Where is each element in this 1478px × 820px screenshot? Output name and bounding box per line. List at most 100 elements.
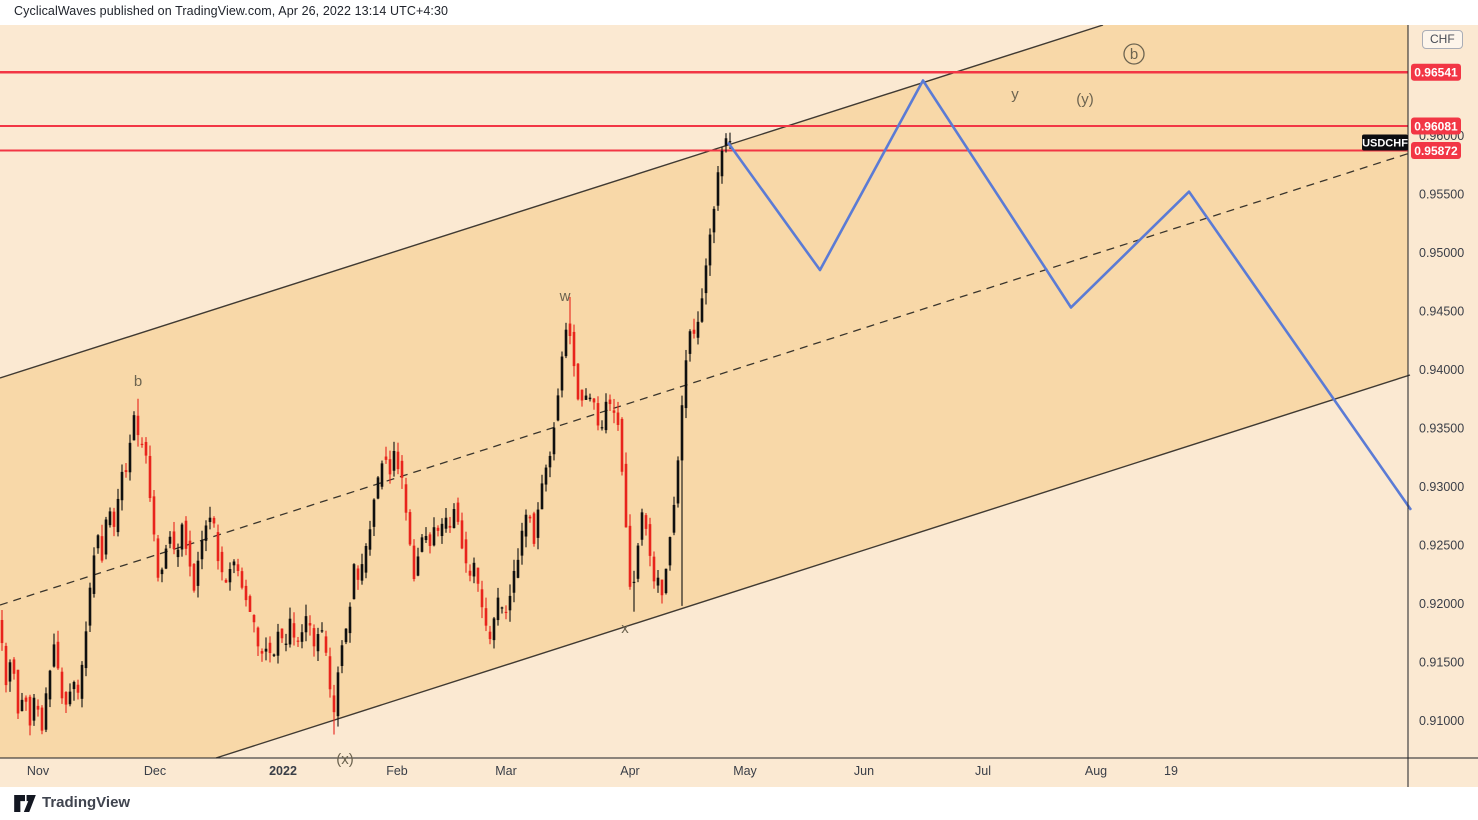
candle-body [528,516,532,519]
candle-body [224,579,228,583]
price-tick-label: 0.94000 [1419,363,1464,377]
candle-body [424,535,428,541]
candle-body [172,531,176,550]
wave-label[interactable]: b [1130,46,1138,63]
tradingview-wordmark[interactable]: TradingView [42,794,131,811]
wave-label[interactable]: (y) [1076,91,1094,108]
candle-body [508,595,512,611]
candle-body [256,627,260,647]
time-tick-label: Jul [975,764,991,778]
candle-body [372,499,376,527]
wave-label[interactable]: x [621,620,629,637]
candle-body [572,331,576,367]
candle-body [724,138,728,146]
price-tick-label: 0.92000 [1419,597,1464,611]
candle-body [696,321,700,338]
candle-body [160,569,164,575]
chart-canvas[interactable]: 0.960000.955000.950000.945000.940000.935… [0,25,1478,787]
currency-unit-button[interactable]: CHF [1422,30,1463,49]
candle-body [692,329,696,334]
candle-body [636,545,640,579]
candle-body [496,597,500,621]
candle-body [404,484,408,513]
candle-body [384,456,388,460]
candle-body [440,523,444,537]
candle-body [620,418,624,472]
time-axis[interactable]: Nov Dec 2022 Feb Mar Apr May Jun Jul Aug 19 [27,764,1178,778]
channel-line[interactable] [0,152,1411,606]
candle-body [92,555,96,594]
price-tick-label: 0.95000 [1419,246,1464,260]
price-tick-label: 0.95500 [1419,188,1464,202]
candle-body [56,641,60,669]
chart-area[interactable]: 0.96000 0.95500 0.95000 0.94500 0.94000 0.935… [0,25,1478,787]
candle-body [8,662,12,682]
candle-body [164,548,168,569]
wave-label[interactable]: y [1011,86,1019,103]
candle-body [364,546,368,573]
candle-body [192,563,196,591]
candle-body [16,669,20,714]
symbol-price-tag: USDCHF [1362,134,1408,151]
candle-body [536,509,540,538]
price-axis[interactable]: 0.960000.955000.950000.945000.940000.935… [1419,129,1464,728]
level-price-label-box [1411,117,1461,135]
candle-body [672,504,676,533]
candle-body [660,579,664,596]
candle-body [524,514,528,537]
channel-line[interactable] [0,25,1104,379]
candle-body [156,538,160,578]
candle-body [564,329,568,357]
candle-body [180,524,184,550]
wave-label[interactable]: (x) [336,751,354,768]
candle-body [668,537,672,566]
candle-body [328,656,332,690]
candle-body [512,570,516,593]
candle-body [348,606,352,634]
candle-body [136,415,140,436]
candle-body [576,363,580,400]
candle-body [644,515,648,529]
candle-body [168,536,172,544]
channel-line[interactable] [215,374,1411,759]
candle-body [468,570,472,576]
candle-body [220,551,224,573]
candle-body [252,615,256,623]
footer-bar: TradingView [0,787,1478,820]
candle-body [148,455,152,499]
candlestick-series[interactable] [0,132,732,736]
level-price-label: 0.95872 [1414,144,1458,158]
candle-body [520,530,524,556]
candle-body [456,502,460,522]
candle-body [488,631,492,640]
candle-body [684,360,688,409]
candle-body [72,682,76,690]
candle-body [244,585,248,601]
candle-body [412,545,416,580]
candle-body [676,460,680,504]
candle-body [640,512,644,540]
candle-body [608,399,612,405]
time-tick-label: Feb [386,764,408,778]
projection-path[interactable] [726,79,1413,511]
candle-body [588,397,592,400]
candle-body [376,477,380,499]
candle-body [664,568,668,594]
candle-body [260,651,264,654]
candle-body [688,331,692,354]
candle-body [316,634,320,652]
candle-body [632,581,636,584]
wave-label-circle[interactable] [1123,43,1145,65]
publish-credit: CyclicalWaves published on TradingView.c… [14,4,449,18]
candle-body [276,631,280,656]
tradingview-logo-icon[interactable] [14,795,36,812]
candle-body [188,540,192,567]
wave-labels[interactable]: b w x (x) y (y) b [134,43,1145,768]
candle-body [96,535,100,549]
wave-label[interactable]: w [559,288,571,305]
candle-body [704,265,708,294]
price-level-lines[interactable] [0,70,1408,152]
trend-channel[interactable] [0,25,1411,759]
wave-label[interactable]: b [134,373,142,390]
candle-body [420,537,424,552]
